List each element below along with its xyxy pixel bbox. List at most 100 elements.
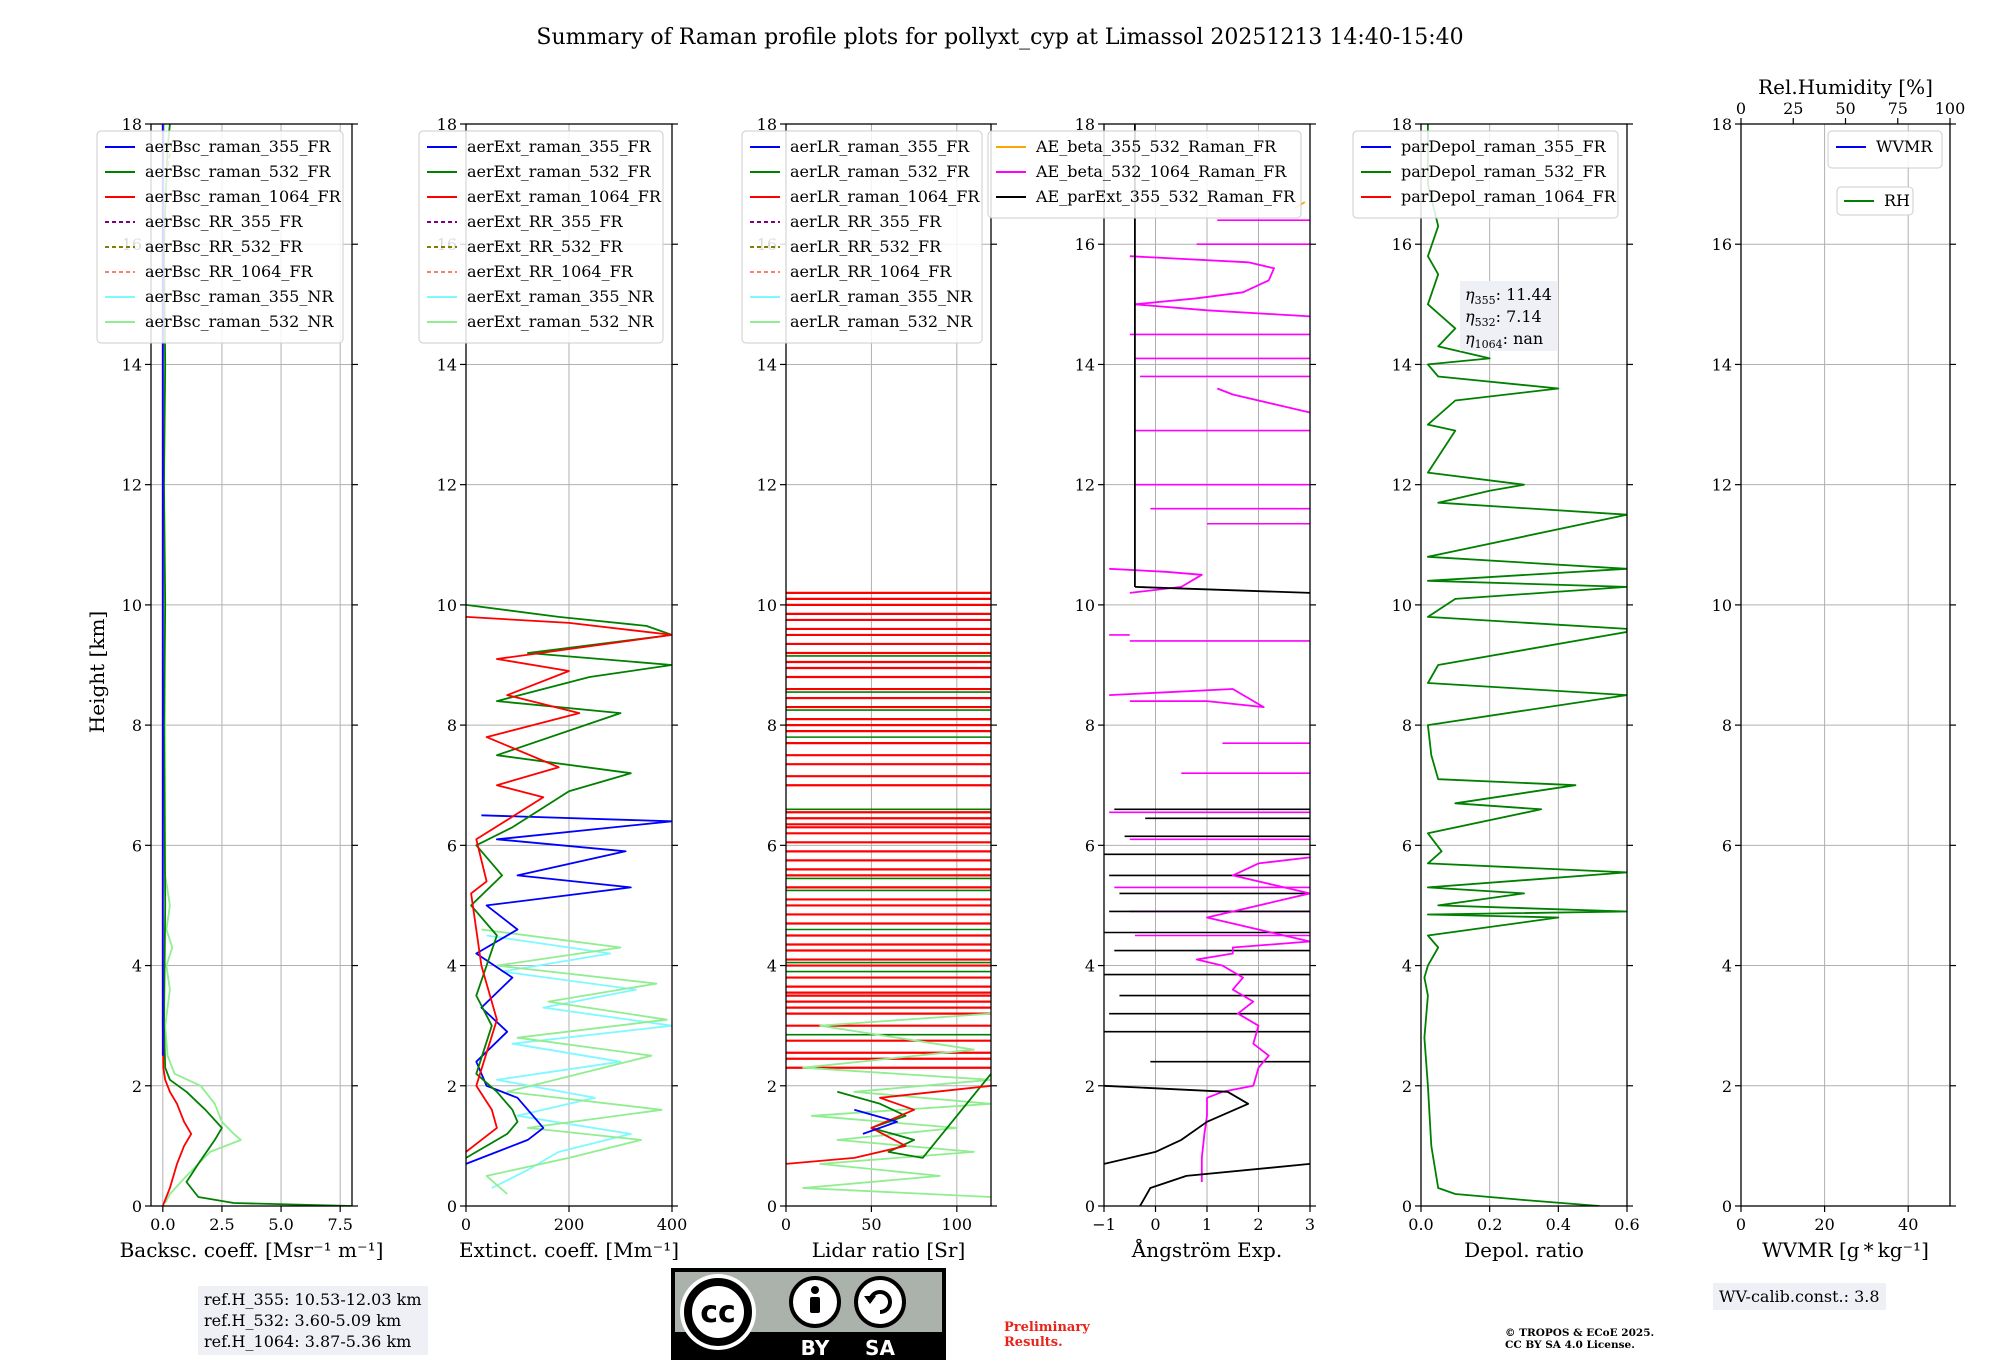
xlabel-depol: Depol. ratio: [1464, 1238, 1584, 1262]
ytick-label-lr-2: 4: [767, 957, 777, 976]
ytick-label-wv-9: 18: [1712, 115, 1732, 134]
ytick-label-ext-5: 10: [437, 596, 457, 615]
series-ext-aerExt_raman_1064_FR-4: [466, 616, 672, 1153]
legend-label-wv-0: WVMR: [1876, 137, 1933, 156]
legend-label-ae-2: AE_parExt_355_532_Raman_FR: [1035, 187, 1296, 206]
ytick-label-bsc-6: 12: [122, 476, 142, 495]
ytick-label-depol-6: 12: [1392, 476, 1412, 495]
axes-frame-bsc: [150, 123, 353, 1207]
legend-ext: aerExt_raman_355_FR aerExt_raman_532_FRae…: [418, 130, 664, 344]
ytick-label-ae-0: 0: [1085, 1197, 1095, 1216]
axes-frame-depol: [1420, 123, 1628, 1207]
legend-label-bsc-1: aerBsc_raman_532_FR: [145, 162, 331, 181]
copyright-line-1: © TROPOS & ECoE 2025.: [1505, 1327, 1655, 1339]
legend-label-ext-0: aerExt_raman_355_FR: [467, 137, 652, 156]
cc-label: cc: [700, 1295, 736, 1330]
xtick-label-ae-4: 3: [1305, 1215, 1315, 1234]
legend-label-lr-1: aerLR_raman_532_FR: [790, 162, 970, 181]
wv-calib-const: WV-calib.const.: 3.8: [1719, 1287, 1880, 1306]
ytick-label-ext-6: 12: [437, 476, 457, 495]
xtick-label-ext-0: 0: [461, 1215, 471, 1234]
cc-by-sa-badge[interactable]: cc BY SA: [671, 1268, 946, 1360]
xlabel-ext: Extinct. coeff. [Mm⁻¹]: [459, 1238, 679, 1262]
legend-lr: aerLR_raman_355_FR aerLR_raman_532_FR aerL…: [741, 130, 983, 344]
legend-label-bsc-4: aerBsc_RR_532_FR: [145, 237, 303, 256]
ytick-label-depol-5: 10: [1392, 596, 1412, 615]
ytick-label-bsc-0: 0: [132, 1197, 142, 1216]
series-ext-aerExt_raman_355_FR-2: [466, 814, 672, 1165]
ytick-label-ext-9: 18: [437, 115, 457, 134]
xtick-label-wv-0: 0: [1736, 1215, 1746, 1234]
xlabel-wv: WVMR [g * kg⁻¹]: [1762, 1238, 1929, 1262]
wv-calibration-box: WV-calib.const.: 3.8: [1713, 1283, 1886, 1310]
legend-label-bsc-6: aerBsc_raman_355_NR: [145, 287, 334, 306]
ytick-label-wv-7: 14: [1712, 355, 1732, 374]
legend-label-bsc-2: aerBsc_raman_1064_FR: [145, 187, 342, 206]
ytick-label-ext-1: 2: [447, 1077, 457, 1096]
legend-label-ae-1: AE_beta_532_1064_Raman_FR: [1035, 162, 1287, 181]
ytick-label-wv-0: 0: [1722, 1197, 1732, 1216]
preliminary-note: Preliminary Results.: [1004, 1320, 1090, 1350]
series-ae-AE_parExt_355_532_Raman_FR-7: [1134, 586, 1310, 594]
series-ae-AE_parExt_355_532_Raman_FR-5: [1139, 1163, 1310, 1206]
ytick-label-depol-3: 6: [1402, 836, 1412, 855]
ytick-label-depol-0: 0: [1402, 1197, 1412, 1216]
series-group-lr: [786, 591, 991, 1198]
series-bsc-aerBsc_raman_532_FR-1: [163, 124, 352, 1206]
ytick-label-lr-7: 14: [757, 355, 777, 374]
xtick-label-depol-2: 0.4: [1546, 1215, 1571, 1234]
legend-label-lr-2: aerLR_raman_1064_FR: [790, 187, 980, 206]
ytick-label-lr-3: 6: [767, 836, 777, 855]
series-ae-AE_beta_532_1064_Raman_FR-3: [1129, 255, 1310, 318]
series-depol-parDepol_raman_532_FR-0: [1423, 124, 1627, 1206]
series-group-ext: [466, 604, 672, 1195]
xtick-label-lr-0: 0: [781, 1215, 791, 1234]
ytick-label-depol-9: 18: [1392, 115, 1412, 134]
eta-row-1: η532: 7.14: [1465, 307, 1542, 329]
legend-label-ext-4: aerExt_RR_532_FR: [467, 237, 624, 256]
ytick-label-depol-2: 4: [1402, 957, 1412, 976]
ytick-label-bsc-4: 8: [132, 716, 142, 735]
legend-label-bsc-3: aerBsc_RR_355_FR: [145, 212, 303, 231]
ytick-label-ae-4: 8: [1085, 716, 1095, 735]
series-lr-aerLR_raman_1064_FR-2: [786, 1084, 991, 1165]
ytick-label-wv-5: 10: [1712, 596, 1732, 615]
ytick-label-lr-5: 10: [757, 596, 777, 615]
legend-label-lr-7: aerLR_raman_532_NR: [790, 312, 973, 331]
ytick-label-depol-1: 2: [1402, 1077, 1412, 1096]
reference-height-box: ref.H_355: 10.53-12.03 km ref.H_532: 3.6…: [198, 1286, 428, 1355]
legend-label-bsc-0: aerBsc_raman_355_FR: [145, 137, 331, 156]
eta-row-2: η1064: nan: [1465, 329, 1543, 351]
legend-label-ext-6: aerExt_raman_355_NR: [467, 287, 655, 306]
ytick-label-ae-1: 2: [1085, 1077, 1095, 1096]
series-bsc-aerBsc_raman_532_NR-0: [163, 124, 242, 1204]
xtick-label-ae-1: 0: [1150, 1215, 1160, 1234]
series-ae-AE_beta_532_1064_Raman_FR-4: [1216, 387, 1310, 414]
xtick-label-bsc-3: 7.5: [327, 1215, 352, 1234]
top-xtick-label-1: 25: [1783, 99, 1803, 118]
series-group-ae: [1104, 124, 1310, 1206]
ytick-label-ext-3: 6: [447, 836, 457, 855]
series-bsc-aerBsc_raman_1064_FR-2: [161, 124, 193, 1206]
ytick-label-bsc-2: 4: [132, 957, 142, 976]
ytick-label-ae-6: 12: [1075, 476, 1095, 495]
sa-share-icon: [854, 1276, 906, 1328]
preliminary-line-1: Preliminary: [1004, 1320, 1090, 1335]
preliminary-line-2: Results.: [1004, 1335, 1063, 1350]
top-xtick-label-3: 75: [1888, 99, 1908, 118]
axes-frame-wv: [1740, 123, 1951, 1207]
ytick-label-depol-4: 8: [1402, 716, 1412, 735]
copyright-note: © TROPOS & ECoE 2025. CC BY SA 4.0 Licen…: [1505, 1327, 1654, 1351]
ytick-label-bsc-5: 10: [122, 596, 142, 615]
eta-row-0: η355: 11.44: [1465, 285, 1552, 307]
series-group-depol: [1423, 124, 1627, 1206]
panel-ext: 0246810121416180200400Extinct. coeff. [M…: [418, 115, 688, 1262]
ytick-label-bsc-3: 6: [132, 836, 142, 855]
xtick-label-ext-1: 200: [554, 1215, 585, 1234]
legend2-wv: RH: [1836, 186, 1914, 216]
xlabel-lr: Lidar ratio [Sr]: [812, 1238, 966, 1262]
xtick-label-ext-2: 400: [657, 1215, 688, 1234]
